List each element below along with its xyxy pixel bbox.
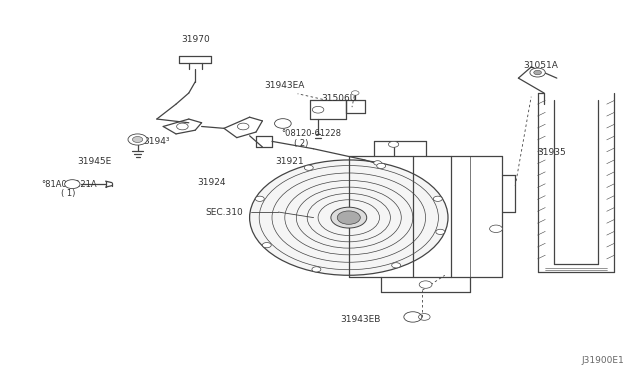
Text: 31935: 31935 [538,148,566,157]
Text: ( 2): ( 2) [294,139,308,148]
Circle shape [404,312,422,322]
Circle shape [374,161,381,165]
Circle shape [177,123,188,130]
Circle shape [312,106,324,113]
Text: B: B [281,121,285,126]
Circle shape [436,229,445,234]
Circle shape [433,196,442,201]
Circle shape [534,70,541,75]
Circle shape [490,225,502,232]
Text: °08120-61228: °08120-61228 [282,129,342,138]
Circle shape [331,207,367,228]
Circle shape [250,160,448,275]
Text: 31970: 31970 [181,35,209,44]
Text: 31943EA: 31943EA [264,81,305,90]
Text: °81A0-6121A: °81A0-6121A [42,180,97,189]
Text: 31943EB: 31943EB [340,315,381,324]
Circle shape [351,91,359,95]
Circle shape [337,211,360,224]
Text: 31945E: 31945E [77,157,112,166]
Text: B: B [70,182,74,187]
Circle shape [377,163,386,169]
Circle shape [304,165,313,170]
Text: 31924: 31924 [197,178,225,187]
Circle shape [262,243,271,248]
Circle shape [255,196,264,201]
Text: 31051A: 31051A [524,61,558,70]
Circle shape [132,137,143,142]
Text: 31506U: 31506U [321,94,357,103]
Circle shape [388,141,399,147]
Text: SEC.310: SEC.310 [205,208,243,217]
Circle shape [419,281,432,288]
Circle shape [65,180,80,189]
Circle shape [237,123,249,130]
Text: J31900E1: J31900E1 [581,356,624,365]
Circle shape [530,68,545,77]
Circle shape [128,134,147,145]
Text: ( 1): ( 1) [61,189,75,198]
Text: 31921: 31921 [275,157,304,166]
Circle shape [312,267,321,272]
Text: 3194³: 3194³ [143,137,170,146]
Circle shape [275,119,291,128]
Circle shape [392,263,401,268]
